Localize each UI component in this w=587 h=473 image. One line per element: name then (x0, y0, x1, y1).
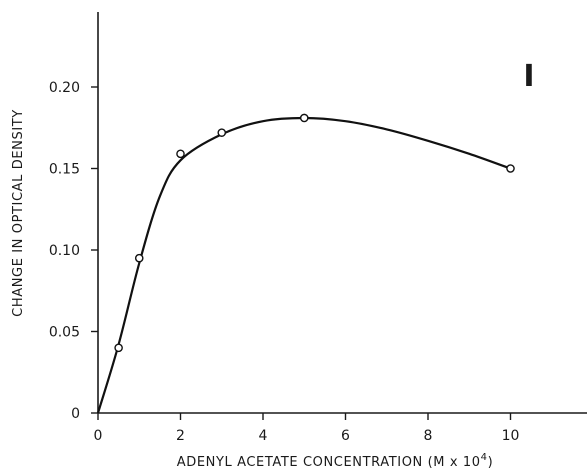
data-points (114, 113, 515, 353)
y-tick-label-0.15: 0.15 (49, 162, 80, 178)
fit-curve-line (96, 116, 511, 414)
y-tick-label-0.20: 0.20 (49, 80, 80, 96)
axes (97, 12, 587, 414)
tick-labels: 0 2 4 6 8 10 0 0.05 0.10 0.15 0.20 (49, 80, 520, 444)
x-tick-label-6: 6 (341, 428, 350, 444)
data-point (299, 113, 309, 123)
data-point (176, 149, 185, 159)
y-tick-label-0.05: 0.05 (49, 325, 80, 341)
x-axis-label-text: ADENYL ACETATE CONCENTRATION (M x 10 (177, 455, 481, 470)
data-point (114, 343, 123, 353)
x-tick-label-2: 2 (176, 428, 185, 444)
y-tick-label-0.10: 0.10 (49, 243, 80, 259)
ticks (91, 86, 512, 420)
panel-label: I (523, 59, 534, 94)
y-tick-label-0: 0 (71, 406, 80, 422)
x-tick-label-10: 10 (502, 428, 520, 444)
x-tick-label-0: 0 (94, 428, 103, 444)
x-axis-label: ADENYL ACETATE CONCENTRATION (M x 104) (177, 452, 494, 470)
x-tick-label-8: 8 (424, 428, 433, 444)
x-axis-label-close: ) (488, 455, 494, 470)
y-axis-label: CHANGE IN OPTICAL DENSITY (11, 109, 26, 317)
data-point (217, 128, 227, 137)
data-point (506, 164, 515, 173)
data-point (134, 253, 144, 263)
x-axis-label-exponent: 4 (481, 452, 488, 463)
x-tick-label-4: 4 (259, 428, 268, 444)
